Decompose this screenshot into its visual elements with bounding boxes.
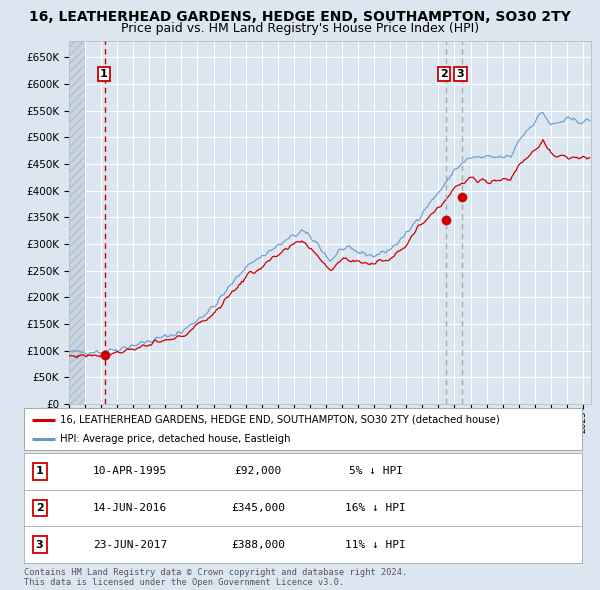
Text: 16% ↓ HPI: 16% ↓ HPI [345,503,406,513]
Text: 11% ↓ HPI: 11% ↓ HPI [345,540,406,549]
Text: 3: 3 [36,540,43,549]
Text: 10-APR-1995: 10-APR-1995 [93,467,167,476]
Text: 16, LEATHERHEAD GARDENS, HEDGE END, SOUTHAMPTON, SO30 2TY: 16, LEATHERHEAD GARDENS, HEDGE END, SOUT… [29,10,571,24]
Text: 14-JUN-2016: 14-JUN-2016 [93,503,167,513]
Text: 16, LEATHERHEAD GARDENS, HEDGE END, SOUTHAMPTON, SO30 2TY (detached house): 16, LEATHERHEAD GARDENS, HEDGE END, SOUT… [60,415,500,425]
Text: HPI: Average price, detached house, Eastleigh: HPI: Average price, detached house, East… [60,434,291,444]
Text: Price paid vs. HM Land Registry's House Price Index (HPI): Price paid vs. HM Land Registry's House … [121,22,479,35]
Text: 1: 1 [100,69,108,79]
Text: £388,000: £388,000 [232,540,286,549]
Text: £92,000: £92,000 [235,467,282,476]
Text: 2: 2 [440,69,448,79]
Text: 23-JUN-2017: 23-JUN-2017 [93,540,167,549]
Text: 1: 1 [36,467,43,476]
Text: 2: 2 [36,503,43,513]
Text: 3: 3 [457,69,464,79]
Text: £345,000: £345,000 [232,503,286,513]
Text: 5% ↓ HPI: 5% ↓ HPI [349,467,403,476]
Text: Contains HM Land Registry data © Crown copyright and database right 2024.
This d: Contains HM Land Registry data © Crown c… [24,568,407,587]
Bar [69,41,85,404]
